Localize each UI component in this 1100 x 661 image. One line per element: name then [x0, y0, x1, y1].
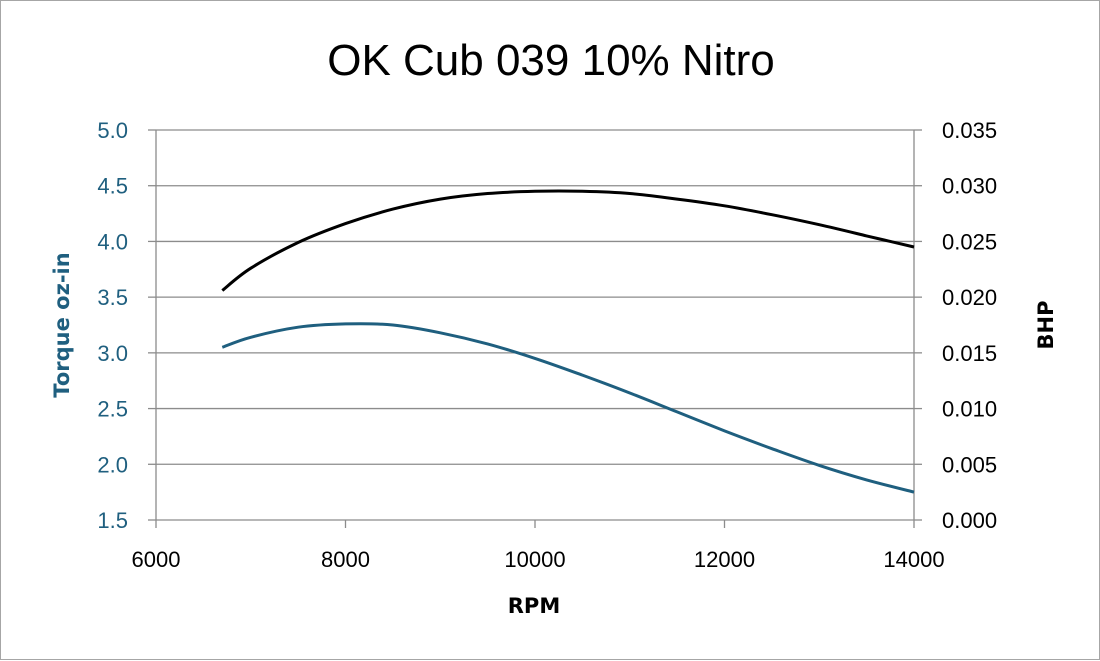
right-tick-label-6: 0.030: [942, 174, 997, 199]
x-axis-title: RPM: [508, 594, 560, 618]
x-tick-label-2: 10000: [504, 547, 565, 572]
left-tick-label-2: 2.5: [97, 397, 128, 422]
right-tick-label-3: 0.015: [942, 341, 997, 366]
x-tick-label-0: 6000: [132, 547, 181, 572]
torque-series-line: [221, 322, 915, 494]
left-tick-label-1: 2.0: [97, 452, 128, 477]
right-y-axis-title: BHP: [1034, 301, 1058, 350]
gridlines: [148, 129, 922, 528]
right-tick-label-7: 0.035: [942, 118, 997, 143]
right-tick-label-0: 0.000: [942, 508, 997, 533]
left-tick-label-0: 1.5: [97, 508, 128, 533]
right-tick-label-2: 0.010: [942, 397, 997, 422]
series-lines: [221, 189, 915, 494]
x-tick-label-3: 12000: [694, 547, 755, 572]
left-tick-label-4: 3.5: [97, 285, 128, 310]
bhp-series-line: [221, 189, 915, 292]
right-tick-label-5: 0.025: [942, 229, 997, 254]
x-tick-label-1: 8000: [321, 547, 370, 572]
right-tick-label-4: 0.020: [942, 285, 997, 310]
left-y-axis-title: Torque oz-in: [50, 252, 74, 397]
left-tick-label-3: 3.0: [97, 341, 128, 366]
left-tick-label-7: 5.0: [97, 118, 128, 143]
tick-labels: 1.5 2.0 2.5 3.0 3.5 4.0 4.5 5.0 0.000 0.005 0.010 0…: [97, 118, 997, 572]
left-tick-label-6: 4.5: [97, 174, 128, 199]
x-tick-label-4: 14000: [883, 547, 944, 572]
chart-title: OK Cub 039 10% Nitro: [327, 36, 775, 85]
left-tick-label-5: 4.0: [97, 229, 128, 254]
right-tick-label-1: 0.005: [942, 452, 997, 477]
